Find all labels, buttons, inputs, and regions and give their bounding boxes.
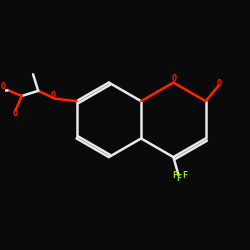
Text: O: O [1,82,6,91]
Text: O: O [50,91,55,100]
Text: O: O [217,78,222,88]
Text: O: O [172,74,176,84]
Text: F: F [172,171,177,180]
Text: F: F [176,174,182,183]
Text: O: O [13,108,18,118]
Text: F: F [182,171,187,180]
